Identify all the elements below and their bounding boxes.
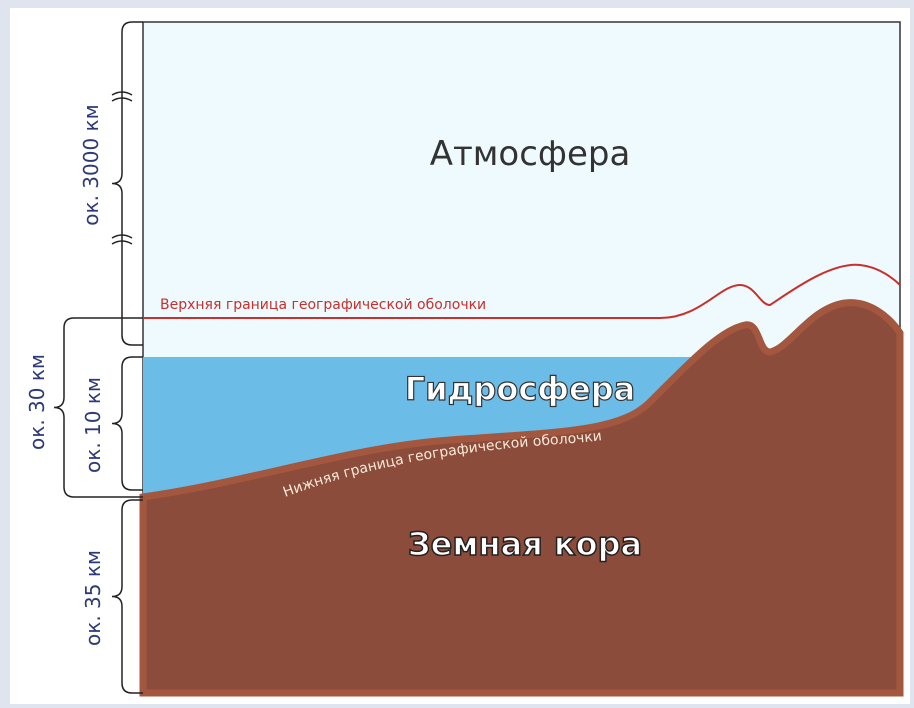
atmosphere-dimension: ок. 3000 км [79,104,103,225]
upper-boundary-label: Верхняя граница географической оболочки [160,297,486,313]
page: Атмосфера Гидросфера Земная кора Верхняя… [0,0,914,708]
crust-label: Земная кора [408,525,642,563]
atmosphere-label: Атмосфера [430,134,631,174]
diagram: Атмосфера Гидросфера Земная кора Верхняя… [0,0,914,708]
crust-dimension: ок. 35 км [81,550,105,646]
hydrosphere-dimension: ок. 10 км [81,377,105,473]
hydrosphere-label: Гидросфера [405,370,635,408]
shell-dimension: ок. 30 км [25,354,49,450]
